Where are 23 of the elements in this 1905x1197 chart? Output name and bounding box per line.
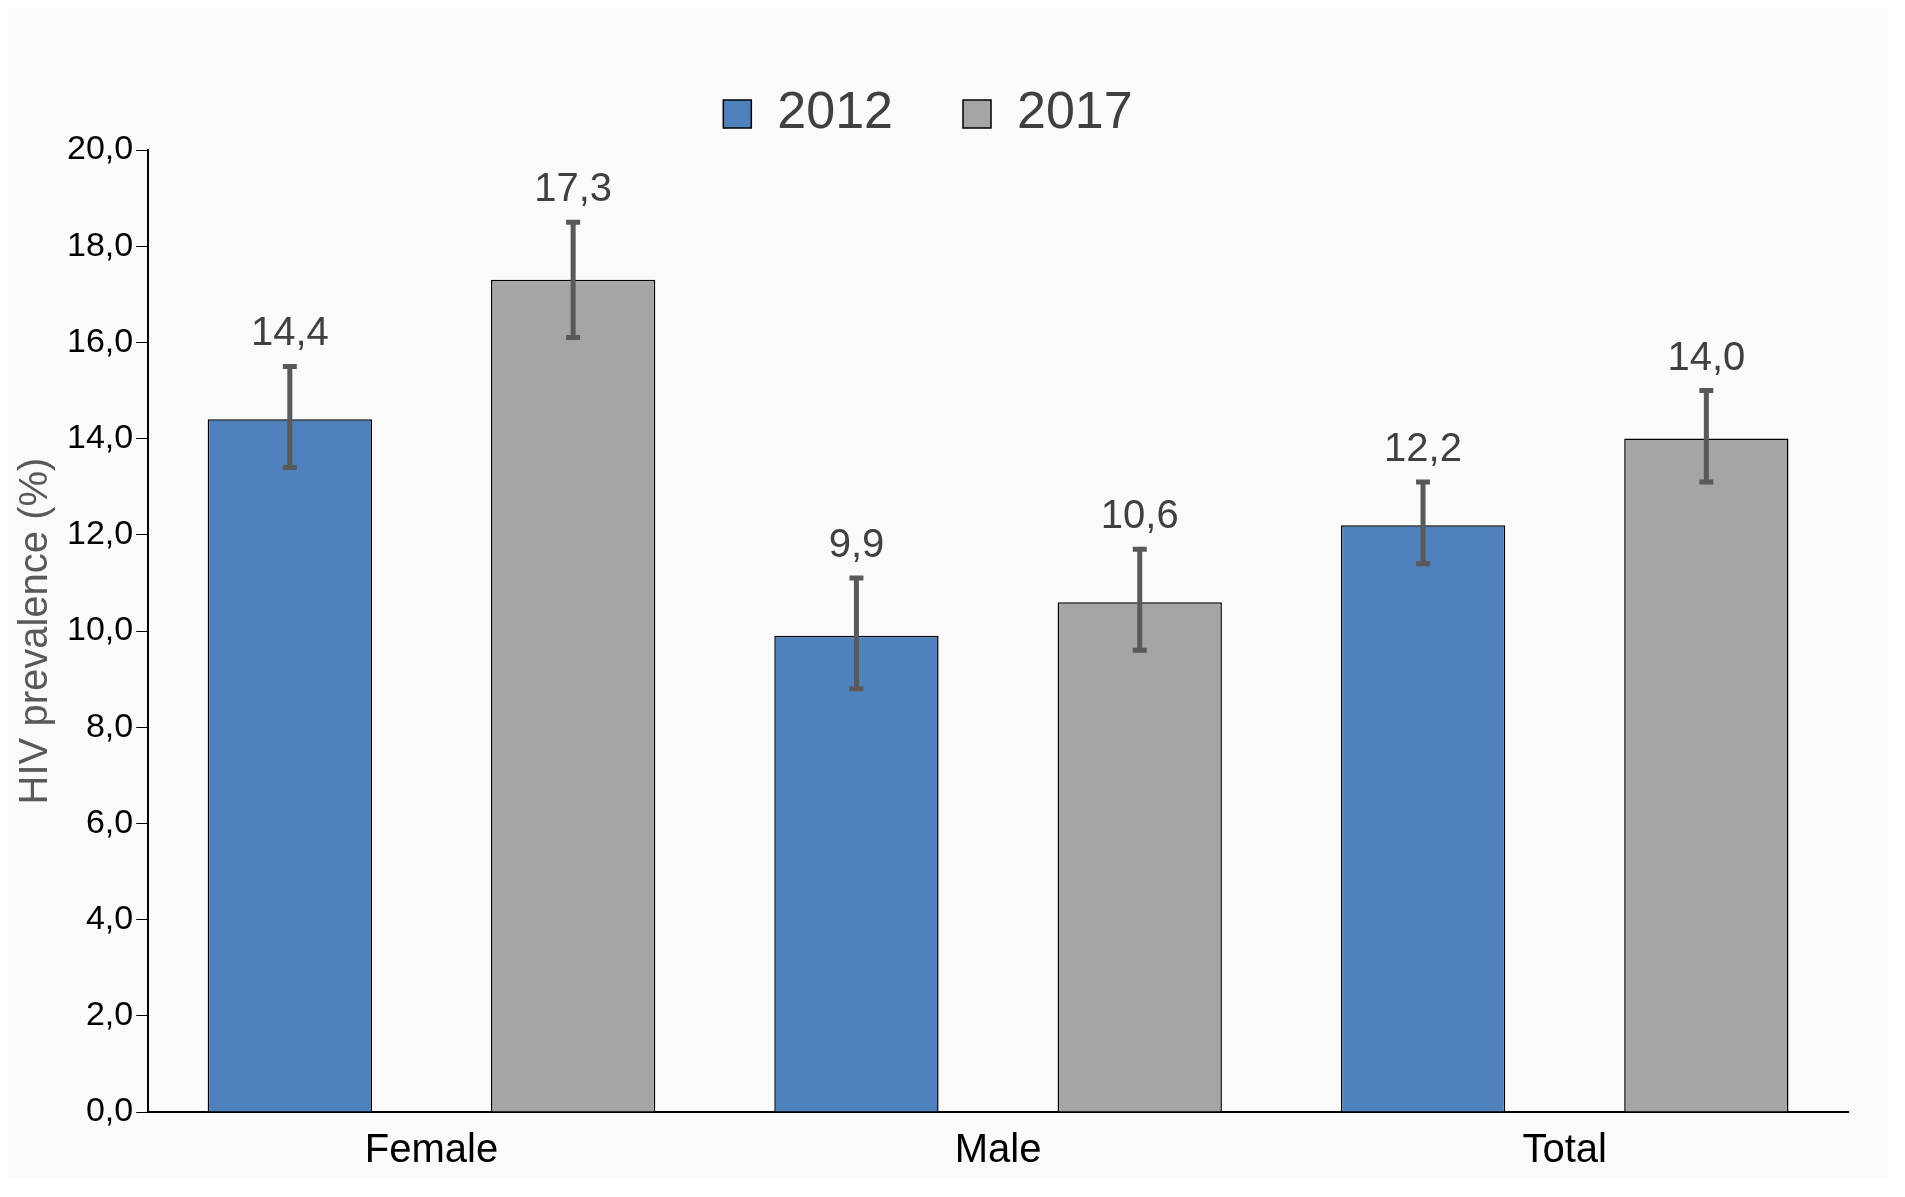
y-tick-label: 18,0 [66, 224, 134, 263]
y-tick-label: 20,0 [66, 128, 134, 167]
y-tick-label: 16,0 [66, 320, 134, 359]
data-label: 14,4 [250, 309, 329, 354]
y-tick-label: 10,0 [66, 609, 134, 648]
y-tick-label: 14,0 [66, 416, 134, 455]
legend-label: 2012 [777, 81, 894, 140]
y-tick-label: 4,0 [85, 897, 134, 936]
y-tick-label: 12,0 [66, 513, 134, 552]
data-label: 10,6 [1100, 492, 1179, 537]
y-tick-label: 2,0 [85, 994, 134, 1033]
y-tick-label: 8,0 [85, 705, 134, 744]
y-axis-title: HIV prevalence (%) [11, 457, 56, 805]
data-label: 9,9 [828, 521, 885, 566]
legend-label: 2017 [1017, 81, 1133, 140]
data-label: 12,2 [1384, 424, 1462, 469]
y-tick-label: 6,0 [85, 801, 134, 840]
data-label: 17,3 [534, 165, 613, 210]
data-label: 14,0 [1667, 333, 1746, 378]
x-tick-label: Male [954, 1126, 1042, 1171]
y-tick-label: 0,0 [85, 1090, 134, 1129]
x-tick-label: Female [364, 1126, 499, 1171]
x-tick-label: Total [1522, 1126, 1607, 1171]
